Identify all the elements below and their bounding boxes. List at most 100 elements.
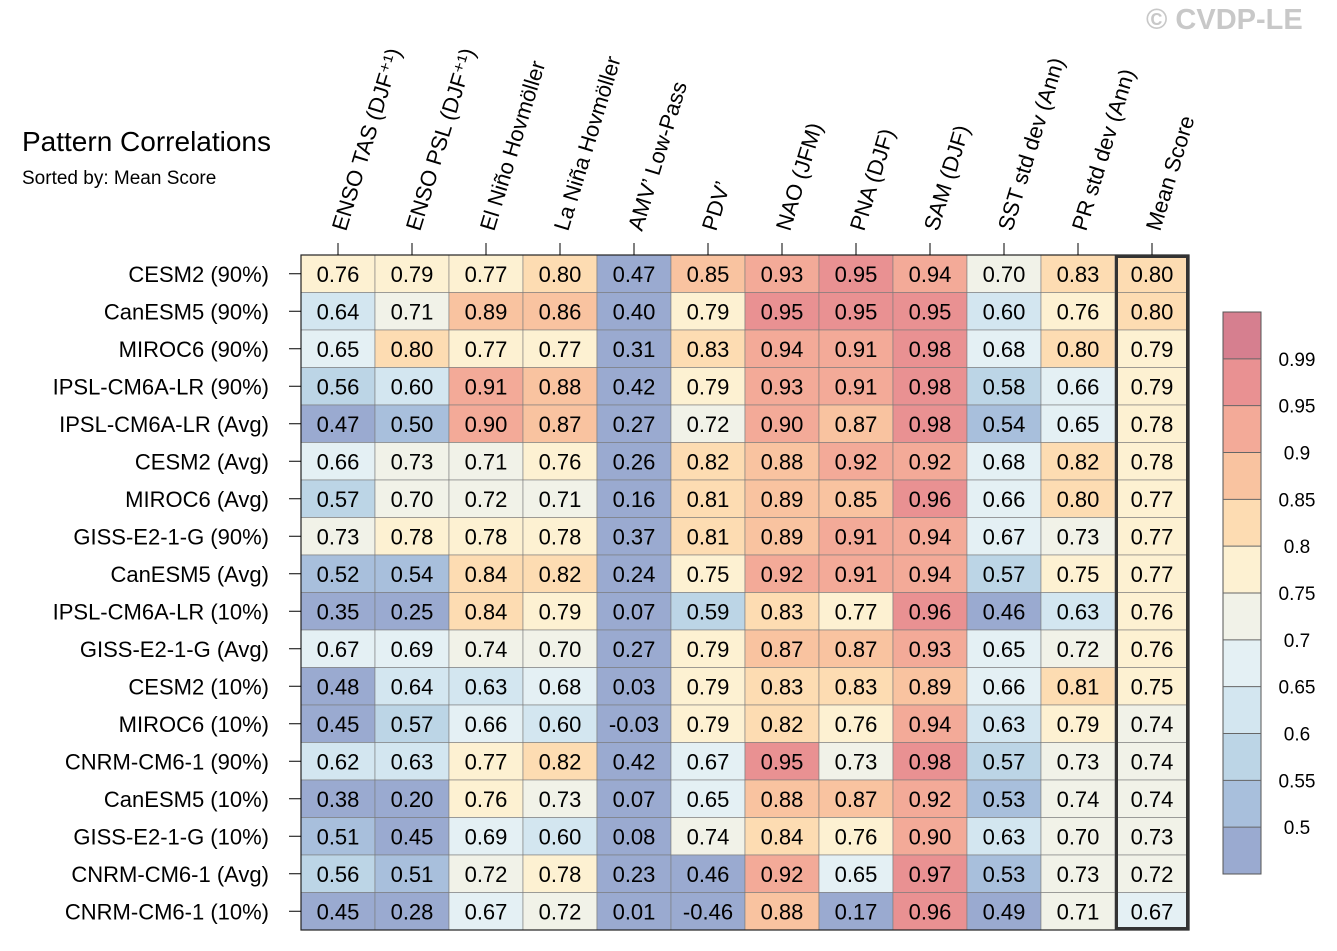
- row-label: MIROC6 (90%): [119, 337, 269, 362]
- column-label: La Niña Hovmöller: [549, 53, 626, 233]
- cell-value-label: 0.77: [1131, 562, 1174, 587]
- heatmap-cell: [522, 442, 598, 481]
- cell-value-label: 0.74: [687, 824, 730, 849]
- heatmap-cell: [966, 367, 1042, 406]
- heatmap-cell: [596, 479, 672, 518]
- cell-value-label: 0.66: [465, 712, 508, 737]
- heatmap-cell: [892, 779, 968, 818]
- cell-value-label: 0.86: [539, 299, 582, 324]
- heatmap-cell: [374, 704, 450, 743]
- cell-value-label: 0.76: [835, 824, 878, 849]
- column-label: PDV’: [697, 178, 736, 233]
- cell-value-label: 0.72: [1057, 637, 1100, 662]
- cell-value-label: 0.72: [1131, 862, 1174, 887]
- heatmap-cell: [892, 892, 968, 931]
- heatmap-cell: [374, 592, 450, 631]
- cell-value-label: 0.27: [613, 412, 656, 437]
- cell-value-label: 0.67: [687, 749, 730, 774]
- cell-value-label: 0.73: [1057, 862, 1100, 887]
- cell-value-label: 0.89: [465, 299, 508, 324]
- heatmap-cell: [966, 854, 1042, 893]
- cell-value-label: 0.74: [1131, 749, 1174, 774]
- cell-value-label: 0.62: [317, 749, 360, 774]
- column-label: SAM (DJF): [919, 122, 975, 233]
- cell-value-label: 0.93: [909, 637, 952, 662]
- colorbar-segment: [1223, 639, 1261, 687]
- heatmap-cell: [300, 367, 376, 406]
- cell-value-label: 0.71: [465, 449, 508, 474]
- cell-value-label: 0.95: [761, 749, 804, 774]
- cell-value-label: 0.70: [983, 262, 1026, 287]
- heatmap-cell: [818, 592, 894, 631]
- heatmap-cell: [448, 817, 524, 856]
- heatmap-cell: [670, 329, 746, 368]
- cell-value-label: 0.87: [835, 787, 878, 812]
- cell-value-label: 0.53: [983, 862, 1026, 887]
- cell-value-label: 0.80: [1131, 262, 1174, 287]
- row-label: GISS-E2-1-G (10%): [73, 824, 269, 849]
- heatmap-cell: [522, 779, 598, 818]
- cell-value-label: 0.88: [761, 899, 804, 924]
- cell-value-label: 0.71: [1057, 899, 1100, 924]
- cell-value-label: 0.65: [983, 637, 1026, 662]
- cell-value-label: 0.80: [1057, 487, 1100, 512]
- heatmap-cell: [1114, 292, 1190, 331]
- cell-value-label: 0.27: [613, 637, 656, 662]
- heatmap-cell: [1040, 704, 1116, 743]
- cell-value-label: 0.78: [1131, 449, 1174, 474]
- heatmap-cell: [596, 404, 672, 443]
- cell-value-label: 0.42: [613, 374, 656, 399]
- heatmap-cell: [522, 704, 598, 743]
- cell-value-label: 0.54: [391, 562, 434, 587]
- cell-value-label: 0.73: [835, 749, 878, 774]
- row-label: IPSL-CM6A-LR (90%): [53, 374, 269, 399]
- cell-value-label: 0.73: [317, 524, 360, 549]
- cell-value-label: 0.56: [317, 862, 360, 887]
- cell-value-label: 0.73: [1131, 824, 1174, 849]
- cell-value-label: 0.76: [539, 449, 582, 474]
- heatmap-cell: [892, 367, 968, 406]
- column-label: ENSO PSL (DJF⁺¹): [401, 45, 480, 233]
- heatmap-cell: [448, 479, 524, 518]
- cell-value-label: 0.89: [761, 487, 804, 512]
- heatmap-cell: [966, 779, 1042, 818]
- cell-value-label: 0.94: [909, 712, 952, 737]
- heatmap-cell: [448, 854, 524, 893]
- cell-value-label: 0.78: [539, 862, 582, 887]
- heatmap-cell: [966, 404, 1042, 443]
- colorbar-segment: [1223, 499, 1261, 547]
- cell-value-label: 0.84: [465, 599, 508, 624]
- heatmap-cell: [670, 817, 746, 856]
- heatmap-cell: [1040, 854, 1116, 893]
- heatmap-cell: [522, 892, 598, 931]
- heatmap-cell: [892, 629, 968, 668]
- cell-value-label: 0.65: [835, 862, 878, 887]
- heatmap-cell: [818, 817, 894, 856]
- cell-value-label: 0.98: [909, 337, 952, 362]
- heatmap-cell: [300, 292, 376, 331]
- heatmap-cell: [892, 704, 968, 743]
- colorbar-tick-label: 0.95: [1279, 397, 1316, 418]
- cell-value-label: 0.79: [687, 374, 730, 399]
- cell-value-label: 0.68: [983, 337, 1026, 362]
- cell-value-label: 0.91: [465, 374, 508, 399]
- cell-value-label: 0.57: [391, 712, 434, 737]
- heatmap-cell: [448, 554, 524, 593]
- heatmap-cell: [670, 367, 746, 406]
- heatmap-cell: [374, 479, 450, 518]
- heatmap-cell: [300, 854, 376, 893]
- cell-value-label: 0.76: [317, 262, 360, 287]
- heatmap-cell: [1040, 442, 1116, 481]
- cell-value-label: 0.60: [539, 712, 582, 737]
- heatmap-cell: [966, 742, 1042, 781]
- cell-value-label: 0.66: [983, 487, 1026, 512]
- cell-value-label: 0.97: [909, 862, 952, 887]
- heatmap-cell: [744, 442, 820, 481]
- heatmap-cell: [596, 517, 672, 556]
- colorbar-tick-label: 0.75: [1279, 584, 1316, 605]
- heatmap-cell: [448, 742, 524, 781]
- cell-value-label: 0.78: [465, 524, 508, 549]
- row-label: CNRM-CM6-1 (10%): [65, 899, 269, 924]
- heatmap-cell: [670, 854, 746, 893]
- cell-value-label: 0.65: [1057, 412, 1100, 437]
